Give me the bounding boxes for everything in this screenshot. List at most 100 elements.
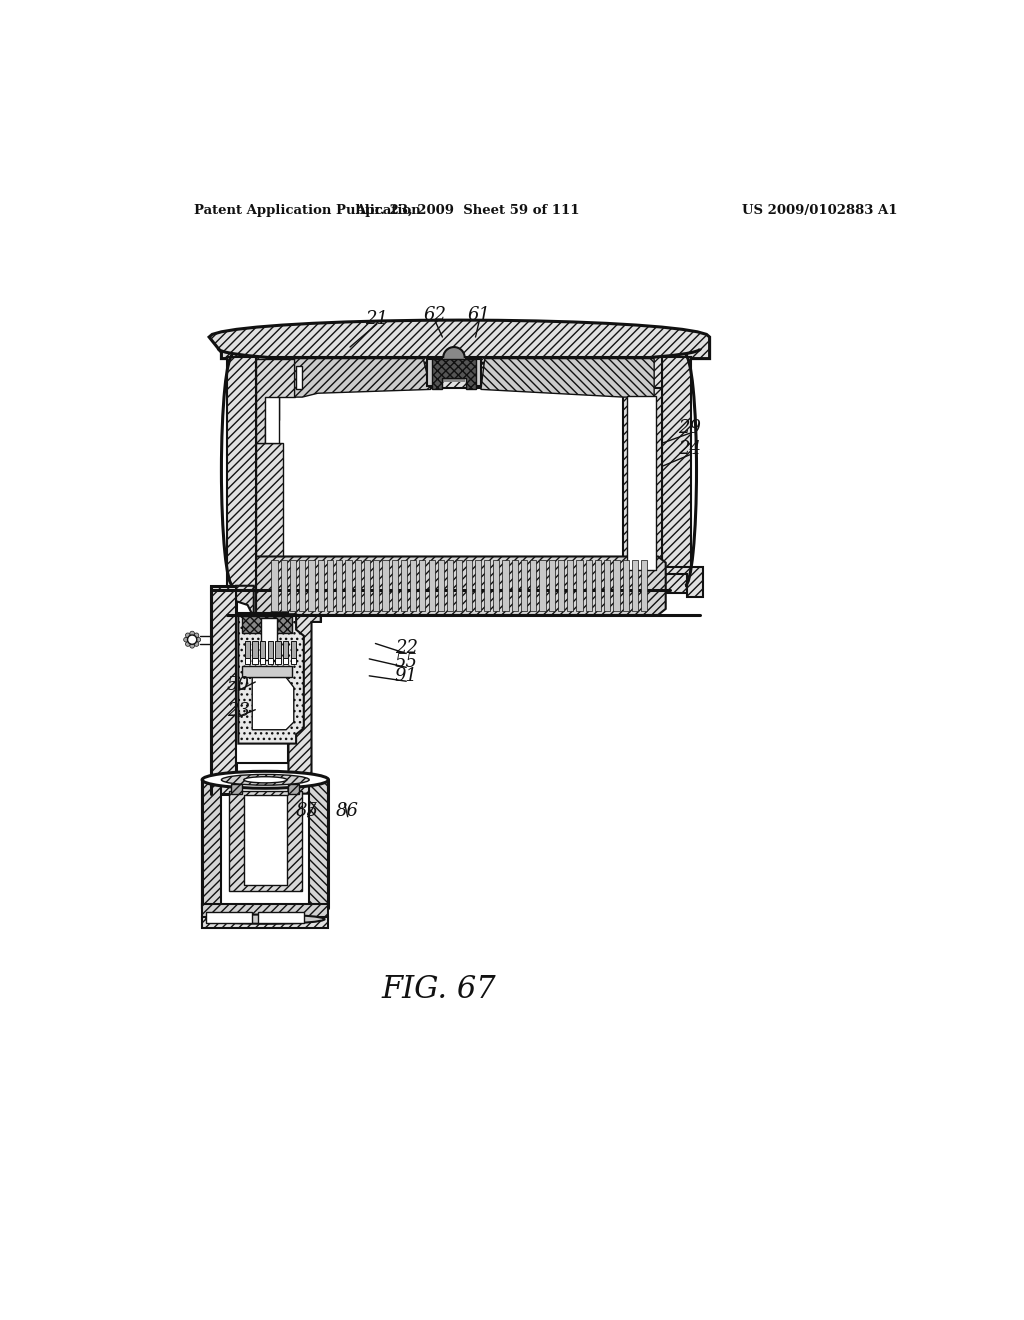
- Text: 50: 50: [227, 676, 250, 694]
- Bar: [252, 642, 258, 659]
- Bar: [512, 560, 518, 611]
- Bar: [567, 560, 573, 611]
- Bar: [245, 659, 250, 664]
- Polygon shape: [252, 677, 294, 730]
- Bar: [521, 560, 527, 611]
- Bar: [281, 560, 287, 611]
- Bar: [586, 560, 592, 611]
- Bar: [613, 560, 620, 611]
- Polygon shape: [256, 359, 295, 444]
- Text: 24: 24: [678, 441, 701, 458]
- Circle shape: [443, 347, 465, 368]
- Ellipse shape: [206, 915, 325, 924]
- Polygon shape: [211, 586, 237, 793]
- Bar: [577, 560, 583, 611]
- Bar: [628, 396, 656, 570]
- Bar: [475, 560, 481, 611]
- Ellipse shape: [202, 771, 329, 788]
- Polygon shape: [289, 784, 299, 793]
- Bar: [641, 560, 647, 611]
- Bar: [237, 612, 289, 763]
- Ellipse shape: [244, 776, 287, 783]
- Bar: [202, 917, 329, 928]
- Text: 91: 91: [394, 667, 418, 685]
- Text: 86: 86: [336, 803, 359, 820]
- Bar: [438, 560, 444, 611]
- Bar: [258, 912, 304, 923]
- Text: 23: 23: [227, 702, 250, 721]
- Circle shape: [189, 644, 195, 648]
- Polygon shape: [231, 784, 243, 793]
- Polygon shape: [432, 359, 475, 389]
- Polygon shape: [226, 358, 256, 587]
- Polygon shape: [481, 359, 654, 397]
- Text: 85: 85: [296, 803, 319, 820]
- Text: 62: 62: [423, 306, 446, 323]
- Bar: [206, 912, 252, 923]
- Bar: [354, 560, 360, 611]
- Bar: [503, 560, 509, 611]
- Bar: [267, 642, 273, 659]
- Bar: [271, 560, 278, 611]
- Text: FIG. 67: FIG. 67: [381, 974, 496, 1006]
- Bar: [429, 560, 435, 611]
- Bar: [484, 560, 490, 611]
- Polygon shape: [243, 615, 292, 634]
- Text: 29: 29: [678, 418, 701, 437]
- Bar: [245, 642, 250, 659]
- Bar: [260, 659, 265, 664]
- Text: 21: 21: [366, 310, 388, 327]
- Bar: [267, 659, 273, 664]
- Bar: [457, 560, 463, 611]
- Bar: [260, 642, 265, 659]
- Polygon shape: [624, 566, 702, 597]
- Circle shape: [185, 642, 190, 647]
- Bar: [317, 560, 324, 611]
- Bar: [391, 560, 397, 611]
- Circle shape: [195, 642, 199, 647]
- Bar: [373, 560, 379, 611]
- Polygon shape: [662, 358, 691, 594]
- Bar: [447, 560, 454, 611]
- Bar: [275, 659, 281, 664]
- Bar: [364, 560, 370, 611]
- Bar: [202, 904, 329, 919]
- Circle shape: [189, 631, 195, 636]
- Text: Patent Application Publication: Patent Application Publication: [194, 205, 421, 218]
- Bar: [261, 618, 276, 660]
- Bar: [623, 560, 629, 611]
- Bar: [299, 560, 305, 611]
- Bar: [296, 367, 302, 389]
- Polygon shape: [256, 358, 662, 388]
- Bar: [604, 560, 610, 611]
- Polygon shape: [256, 444, 283, 582]
- Polygon shape: [309, 780, 329, 908]
- Bar: [558, 560, 564, 611]
- Bar: [336, 560, 342, 611]
- Bar: [549, 560, 555, 611]
- Polygon shape: [239, 614, 304, 743]
- Bar: [494, 560, 500, 611]
- Polygon shape: [202, 780, 221, 908]
- Polygon shape: [289, 586, 321, 793]
- Bar: [410, 560, 416, 611]
- Bar: [265, 397, 280, 444]
- Ellipse shape: [221, 775, 309, 785]
- Bar: [632, 560, 638, 611]
- Bar: [244, 795, 287, 884]
- Text: 55: 55: [394, 653, 418, 671]
- Circle shape: [185, 634, 190, 638]
- Text: Apr. 23, 2009  Sheet 59 of 111: Apr. 23, 2009 Sheet 59 of 111: [355, 205, 580, 218]
- Bar: [400, 560, 407, 611]
- Bar: [530, 560, 537, 611]
- Polygon shape: [295, 359, 431, 397]
- Bar: [466, 560, 472, 611]
- Bar: [283, 642, 289, 659]
- Circle shape: [196, 638, 201, 642]
- Polygon shape: [237, 586, 254, 612]
- Bar: [256, 388, 662, 570]
- Bar: [308, 560, 314, 611]
- Circle shape: [183, 638, 188, 642]
- Bar: [291, 659, 296, 664]
- Bar: [283, 659, 289, 664]
